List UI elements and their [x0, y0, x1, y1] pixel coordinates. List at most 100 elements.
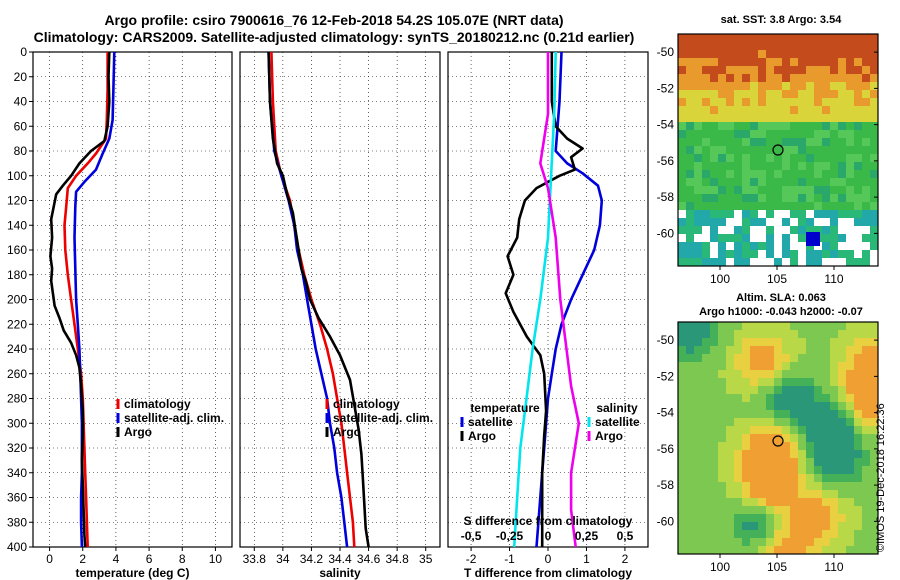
map-cell [742, 226, 750, 234]
map-cell [718, 98, 726, 106]
map-cell [774, 106, 782, 114]
map-cell [806, 66, 814, 74]
map-cell [734, 370, 742, 378]
map-cell [846, 338, 854, 346]
map-cell [846, 202, 854, 210]
map-cell [686, 186, 694, 194]
map-cell [806, 386, 814, 394]
map-cell [862, 466, 870, 474]
map-cell [830, 226, 838, 234]
map-cell [790, 130, 798, 138]
map-cell [678, 234, 686, 242]
map-cell [822, 234, 830, 242]
legend-label: satellite-adj. clim. [124, 411, 224, 425]
map-cell [750, 402, 758, 410]
map-cell [846, 378, 854, 386]
map-cell [830, 58, 838, 66]
map-cell [806, 130, 814, 138]
map-cell [862, 210, 870, 218]
map-cell [718, 202, 726, 210]
map-cell [750, 418, 758, 426]
map-cell [702, 498, 710, 506]
map-cell [694, 170, 702, 178]
map-cell [846, 130, 854, 138]
map-cell [774, 362, 782, 370]
map-cell [870, 74, 878, 82]
map-cell [862, 106, 870, 114]
map-cell [822, 482, 830, 490]
map-cell [798, 202, 806, 210]
map-cell [678, 42, 686, 50]
map-cell [694, 50, 702, 58]
map-cell [734, 154, 742, 162]
map-cell [694, 194, 702, 202]
map-cell [830, 66, 838, 74]
map-cell [774, 490, 782, 498]
map-cell [726, 90, 734, 98]
map-cell [862, 138, 870, 146]
map-cell [718, 130, 726, 138]
map-cell [830, 42, 838, 50]
map-cell [782, 354, 790, 362]
map-cell [798, 114, 806, 122]
map-cell [726, 346, 734, 354]
map-cell [686, 546, 694, 554]
map-cell [758, 258, 766, 266]
map-cell [822, 74, 830, 82]
map-cell [694, 234, 702, 242]
map-cell [742, 394, 750, 402]
map-cell [870, 402, 878, 410]
map-cell [766, 114, 774, 122]
map-cell [862, 58, 870, 66]
map-cell [854, 250, 862, 258]
map-cell [678, 98, 686, 106]
map-cell [702, 322, 710, 330]
map-cell [870, 98, 878, 106]
map-cell [806, 546, 814, 554]
map-cell [750, 202, 758, 210]
map-cell [822, 378, 830, 386]
map-cell [774, 34, 782, 42]
map-cell [830, 370, 838, 378]
map-cell [734, 162, 742, 170]
map-cell [822, 514, 830, 522]
map-cell [710, 210, 718, 218]
map-cell [734, 66, 742, 74]
map-cell [686, 506, 694, 514]
map-cell [702, 466, 710, 474]
map-cell [702, 42, 710, 50]
map-cell [702, 218, 710, 226]
map-cell [814, 138, 822, 146]
map-cell [710, 58, 718, 66]
map-y-tick-label: -52 [657, 81, 675, 95]
map-cell [742, 130, 750, 138]
map-cell [766, 34, 774, 42]
map-cell [758, 346, 766, 354]
map-cell [854, 346, 862, 354]
map-cell [734, 122, 742, 130]
map-cell [798, 386, 806, 394]
map-cell [774, 82, 782, 90]
map-cell [710, 90, 718, 98]
map-cell [694, 442, 702, 450]
map-cell [814, 338, 822, 346]
map-cell [870, 82, 878, 90]
map-cell [862, 98, 870, 106]
map-cell [806, 178, 814, 186]
map-cell [742, 546, 750, 554]
map-cell [750, 194, 758, 202]
map-cell [822, 330, 830, 338]
legend-label: satellite [595, 415, 640, 429]
map-cell [686, 162, 694, 170]
map-cell [694, 58, 702, 66]
map-cell [710, 522, 718, 530]
map-cell [710, 330, 718, 338]
map-cell [790, 250, 798, 258]
map-cell [798, 146, 806, 154]
map-cell [686, 34, 694, 42]
map-cell [798, 210, 806, 218]
map-cell [678, 226, 686, 234]
map-cell [678, 386, 686, 394]
map-cell [838, 130, 846, 138]
map-cell [838, 162, 846, 170]
